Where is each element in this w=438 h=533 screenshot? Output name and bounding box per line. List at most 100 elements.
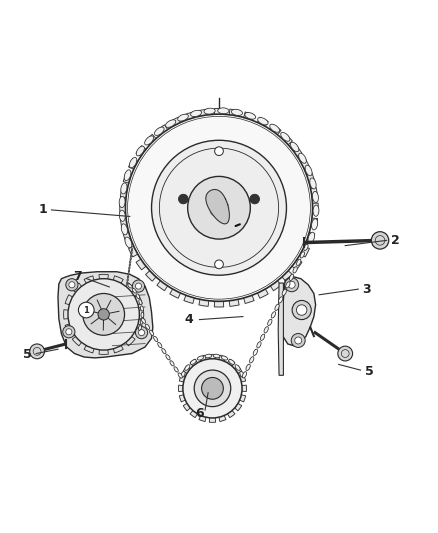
Ellipse shape xyxy=(166,120,176,127)
Polygon shape xyxy=(126,283,135,292)
Circle shape xyxy=(179,194,188,204)
Ellipse shape xyxy=(166,354,170,360)
Circle shape xyxy=(30,344,45,359)
Polygon shape xyxy=(145,134,156,145)
Polygon shape xyxy=(120,188,127,198)
Text: 3: 3 xyxy=(363,282,371,296)
Polygon shape xyxy=(123,232,131,243)
Ellipse shape xyxy=(128,284,132,288)
Circle shape xyxy=(209,198,229,217)
Circle shape xyxy=(371,232,389,249)
Circle shape xyxy=(183,359,242,418)
Ellipse shape xyxy=(128,273,129,275)
Polygon shape xyxy=(270,125,281,135)
Ellipse shape xyxy=(136,294,140,298)
Ellipse shape xyxy=(290,142,299,152)
Ellipse shape xyxy=(242,372,247,378)
Polygon shape xyxy=(179,395,185,402)
Ellipse shape xyxy=(229,360,235,365)
Polygon shape xyxy=(113,345,123,353)
Ellipse shape xyxy=(124,170,131,181)
Circle shape xyxy=(297,305,307,315)
Polygon shape xyxy=(300,246,309,257)
Ellipse shape xyxy=(297,259,301,265)
Polygon shape xyxy=(113,276,123,283)
Polygon shape xyxy=(311,188,318,198)
Polygon shape xyxy=(120,203,126,213)
Ellipse shape xyxy=(129,266,130,269)
Polygon shape xyxy=(135,324,142,334)
Ellipse shape xyxy=(270,124,279,132)
Polygon shape xyxy=(229,300,239,306)
Ellipse shape xyxy=(119,196,125,208)
Ellipse shape xyxy=(264,327,268,333)
Ellipse shape xyxy=(231,109,243,116)
Polygon shape xyxy=(84,276,94,283)
Circle shape xyxy=(83,294,124,335)
Polygon shape xyxy=(258,289,268,298)
Text: 5: 5 xyxy=(23,348,32,361)
Polygon shape xyxy=(84,345,94,353)
Polygon shape xyxy=(214,109,224,114)
Circle shape xyxy=(132,280,145,292)
Ellipse shape xyxy=(313,205,319,216)
Ellipse shape xyxy=(145,324,150,329)
Polygon shape xyxy=(157,125,168,135)
Polygon shape xyxy=(209,354,215,359)
Polygon shape xyxy=(179,375,185,382)
Ellipse shape xyxy=(130,261,131,263)
Ellipse shape xyxy=(191,360,196,365)
Circle shape xyxy=(98,309,110,320)
Circle shape xyxy=(78,302,94,318)
Polygon shape xyxy=(170,289,180,298)
Polygon shape xyxy=(258,117,268,126)
Ellipse shape xyxy=(132,288,136,293)
Ellipse shape xyxy=(304,244,308,251)
Ellipse shape xyxy=(271,312,276,318)
Polygon shape xyxy=(282,276,316,346)
Ellipse shape xyxy=(268,319,272,326)
Circle shape xyxy=(66,329,72,335)
Circle shape xyxy=(295,337,302,344)
Polygon shape xyxy=(120,218,127,228)
Polygon shape xyxy=(244,112,254,120)
Polygon shape xyxy=(65,295,73,305)
Polygon shape xyxy=(219,416,226,422)
Circle shape xyxy=(138,329,145,336)
Circle shape xyxy=(187,176,251,239)
Ellipse shape xyxy=(121,224,127,235)
Ellipse shape xyxy=(185,365,190,370)
Polygon shape xyxy=(129,246,138,257)
Ellipse shape xyxy=(139,300,142,305)
Polygon shape xyxy=(300,159,309,169)
Ellipse shape xyxy=(119,210,125,221)
Polygon shape xyxy=(157,281,168,290)
Text: 1: 1 xyxy=(83,305,89,314)
Ellipse shape xyxy=(310,178,316,189)
Polygon shape xyxy=(183,366,190,373)
Polygon shape xyxy=(199,355,206,361)
Ellipse shape xyxy=(261,334,265,341)
Polygon shape xyxy=(139,310,144,319)
Circle shape xyxy=(119,108,319,308)
Ellipse shape xyxy=(158,342,162,348)
Ellipse shape xyxy=(197,356,204,360)
Polygon shape xyxy=(179,385,183,392)
Polygon shape xyxy=(99,274,108,279)
Polygon shape xyxy=(235,366,242,373)
Polygon shape xyxy=(292,259,302,270)
Ellipse shape xyxy=(286,281,290,288)
Circle shape xyxy=(288,281,295,288)
Ellipse shape xyxy=(258,117,268,125)
Polygon shape xyxy=(227,359,235,366)
Ellipse shape xyxy=(129,264,131,266)
Polygon shape xyxy=(64,310,68,319)
Text: 4: 4 xyxy=(184,313,193,326)
Ellipse shape xyxy=(213,354,220,358)
Ellipse shape xyxy=(178,373,182,378)
Ellipse shape xyxy=(235,365,240,370)
Ellipse shape xyxy=(181,372,185,377)
Circle shape xyxy=(338,346,353,361)
Text: 1: 1 xyxy=(39,204,47,216)
Ellipse shape xyxy=(246,364,250,370)
